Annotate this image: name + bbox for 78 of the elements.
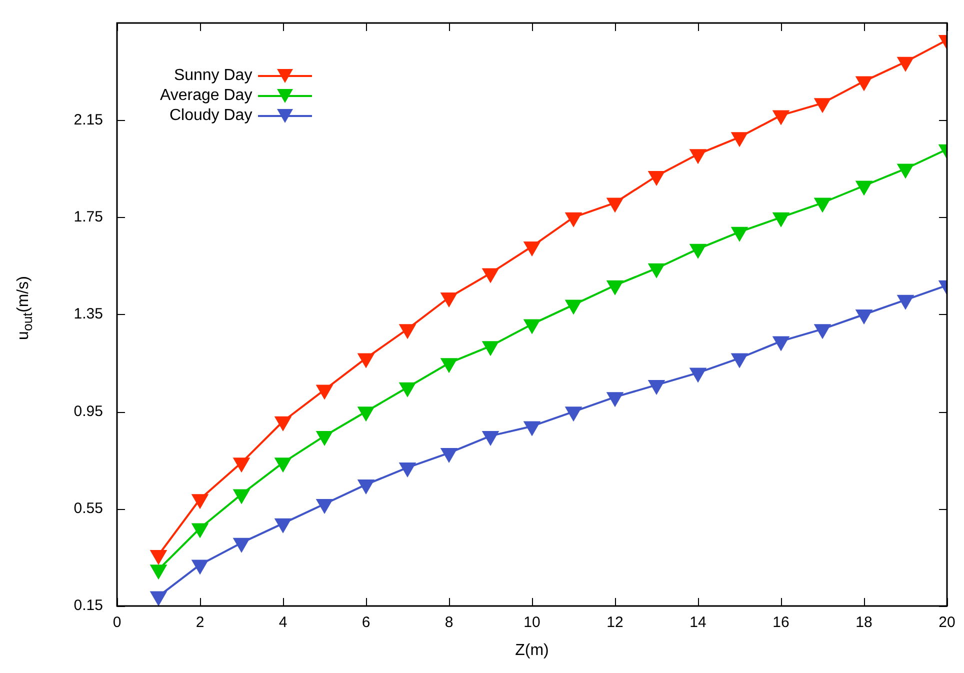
point xyxy=(234,489,250,504)
y-tick-label: 0.95 xyxy=(74,402,103,420)
point xyxy=(150,564,166,579)
point xyxy=(316,384,332,399)
x-tick-label: 14 xyxy=(690,614,706,632)
legend-label: Sunny Day xyxy=(174,66,252,86)
point xyxy=(690,244,706,258)
point xyxy=(773,110,789,124)
point xyxy=(566,212,582,226)
point xyxy=(648,171,664,186)
point xyxy=(856,76,872,90)
legend-label: Cloudy Day xyxy=(170,106,252,126)
x-tick-label: 8 xyxy=(444,614,454,632)
point xyxy=(732,226,748,241)
point xyxy=(648,263,664,278)
point xyxy=(648,380,664,394)
point xyxy=(192,560,208,574)
point xyxy=(856,180,872,195)
y-tick-label: 0.55 xyxy=(74,500,103,517)
point xyxy=(316,430,332,445)
point xyxy=(400,382,416,396)
point xyxy=(773,336,789,350)
x-axis-title: Z(m) xyxy=(514,642,550,660)
point xyxy=(732,132,748,146)
x-tick-label: 20 xyxy=(938,614,956,632)
point xyxy=(150,550,166,564)
point xyxy=(482,341,498,356)
y-tick-label: 1.75 xyxy=(74,208,103,226)
point xyxy=(275,458,291,472)
x-tick-label: 0 xyxy=(112,614,122,632)
point xyxy=(316,498,332,513)
point xyxy=(524,241,540,256)
point xyxy=(358,480,374,494)
point xyxy=(441,448,457,462)
y-tick-label: 1.35 xyxy=(74,306,103,323)
point xyxy=(898,294,914,309)
point xyxy=(275,416,291,430)
x-tick-label: 16 xyxy=(772,614,790,632)
x-tick-label: 2 xyxy=(196,614,204,632)
y-tick-label: 0.15 xyxy=(74,597,103,614)
point xyxy=(524,319,540,334)
point xyxy=(566,300,582,314)
x-tick-label: 4 xyxy=(278,614,288,632)
x-tick-label: 10 xyxy=(524,614,540,632)
point xyxy=(814,198,830,212)
point xyxy=(441,358,457,372)
point xyxy=(275,518,291,532)
point xyxy=(400,324,416,338)
point xyxy=(607,280,623,294)
point xyxy=(192,494,208,508)
point xyxy=(150,591,166,606)
point xyxy=(856,310,872,324)
point xyxy=(441,292,457,306)
point xyxy=(234,538,250,552)
point xyxy=(234,458,250,472)
point xyxy=(482,268,498,282)
x-tick-label: 18 xyxy=(856,614,872,632)
point xyxy=(192,523,208,538)
point xyxy=(732,353,748,368)
point xyxy=(358,406,374,421)
point xyxy=(524,421,540,436)
point xyxy=(566,406,582,421)
point xyxy=(607,392,623,406)
x-tick-label: 12 xyxy=(606,614,624,632)
point xyxy=(400,462,416,477)
legend-label: Average Day xyxy=(160,86,252,106)
x-tick-label: 6 xyxy=(362,614,370,632)
y-tick-label: 2.15 xyxy=(74,111,103,128)
point xyxy=(607,198,623,212)
point xyxy=(690,368,706,382)
point xyxy=(482,430,498,445)
point xyxy=(814,98,830,112)
point xyxy=(898,56,914,71)
point xyxy=(690,149,706,164)
point xyxy=(773,212,789,226)
point xyxy=(898,164,914,178)
point xyxy=(814,324,830,338)
point xyxy=(358,353,374,368)
